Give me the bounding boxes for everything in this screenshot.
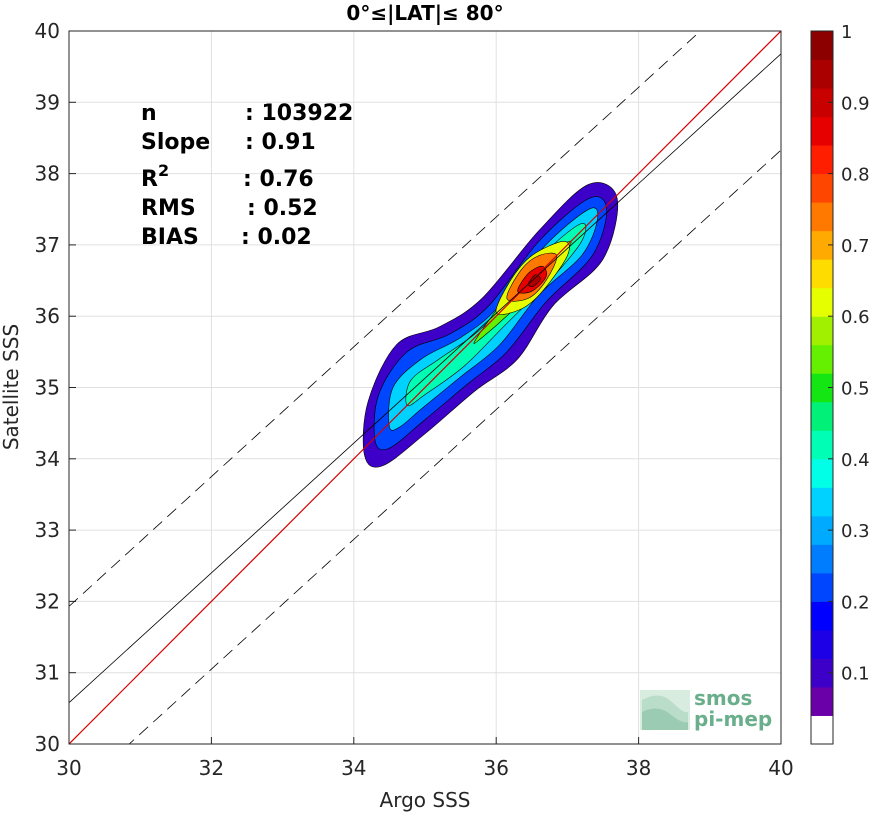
colorbar-swatch: [811, 544, 833, 574]
stat-value-2: : 0.76: [243, 167, 314, 192]
regression-line: [69, 53, 781, 703]
colorbar: 0.1 0.2 0.3 0.4 0.5 0.6 0.7 0.8 0.9 1: [810, 22, 870, 745]
y-tick-label: 30: [35, 732, 60, 756]
smos-logo: smos pi-mep: [640, 686, 772, 731]
density-level-9: [527, 274, 541, 287]
stat-value-3: : 0.52: [247, 196, 318, 221]
x-tick-label: 30: [56, 756, 81, 780]
logo-line-1: smos: [694, 686, 752, 710]
y-tick-label: 40: [35, 19, 60, 43]
colorbar-swatch: [811, 373, 833, 403]
colorbar-tick-label: 0.2: [841, 592, 870, 613]
colorbar-tick-label: 0.5: [841, 379, 870, 400]
y-tick-label: 39: [35, 90, 60, 114]
x-tick-label: 40: [768, 756, 793, 780]
y-tick-label: 37: [35, 233, 60, 257]
colorbar-swatch: [811, 344, 833, 374]
identity-line: [69, 31, 781, 744]
colorbar-swatch: [811, 629, 833, 659]
stat-label-4: BIAS: [141, 225, 199, 250]
x-axis-label: Argo SSS: [380, 788, 471, 812]
colorbar-tick-label: 0.7: [841, 236, 870, 257]
colorbar-swatch: [811, 458, 833, 488]
colorbar-swatch: [811, 715, 833, 745]
stat-value-4: : 0.02: [241, 225, 312, 250]
axis-ticks: 30 32 34 36 38 40 30 31 32 33 34 35 36 37 38 39 40: [35, 19, 794, 780]
colorbar-tick-label: 1: [841, 22, 852, 43]
colorbar-swatch: [811, 316, 833, 346]
stat-label-0: n: [141, 101, 157, 126]
colorbar-swatch: [811, 658, 833, 688]
stat-label-sup: 2: [158, 161, 169, 180]
y-tick-label: 35: [35, 376, 60, 400]
y-axis-label: Satellite SSS: [0, 324, 23, 450]
colorbar-tick-label: 0.1: [841, 664, 870, 685]
colorbar-tick-label: 0.9: [841, 93, 870, 114]
colorbar-tick-label: 0.4: [841, 450, 870, 471]
colorbar-swatch: [811, 401, 833, 431]
colorbar-swatch: [811, 230, 833, 260]
y-tick-label: 31: [35, 661, 60, 685]
chart-title: 0°≤|LAT|≤ 80°: [346, 1, 503, 25]
colorbar-tick-label: 0.6: [841, 307, 870, 328]
x-tick-label: 38: [626, 756, 651, 780]
x-tick-label: 34: [341, 756, 366, 780]
colorbar-swatch: [811, 202, 833, 232]
x-tick-label: 32: [199, 756, 224, 780]
y-tick-label: 33: [35, 518, 60, 542]
colorbar-tick-label: 0.3: [841, 521, 870, 542]
logo-wave-icon: [640, 690, 690, 730]
x-tick-label: 36: [483, 756, 508, 780]
colorbar-swatch: [811, 259, 833, 289]
y-tick-label: 34: [35, 447, 60, 471]
colorbar-swatch: [811, 287, 833, 317]
stat-value-0: : 103922: [245, 101, 353, 126]
y-tick-label: 32: [35, 589, 60, 613]
y-tick-label: 36: [35, 304, 60, 328]
colorbar-swatch: [811, 487, 833, 517]
colorbar-swatch: [811, 145, 833, 175]
grid-lines: [68, 30, 782, 745]
colorbar-swatch: [811, 601, 833, 631]
logo-line-2: pi-mep: [694, 707, 772, 731]
colorbar-swatch: [811, 686, 833, 716]
stat-label-3: RMS: [141, 196, 196, 221]
colorbar-swatch: [811, 59, 833, 89]
colorbar-swatch: [811, 116, 833, 146]
lower-dashed-line: [128, 149, 781, 744]
colorbar-swatch: [811, 88, 833, 118]
stat-label-1: Slope: [141, 130, 210, 155]
colorbar-swatch: [811, 31, 833, 61]
colorbar-swatch: [811, 572, 833, 602]
y-tick-label: 38: [35, 162, 60, 186]
colorbar-swatch: [811, 515, 833, 545]
reference-lines: [69, 31, 781, 744]
colorbar-tick-label: 0.8: [841, 165, 870, 186]
colorbar-swatch: [811, 430, 833, 460]
colorbar-swatch: [811, 173, 833, 203]
upper-dashed-line: [69, 31, 702, 607]
stat-value-1: : 0.91: [245, 130, 316, 155]
